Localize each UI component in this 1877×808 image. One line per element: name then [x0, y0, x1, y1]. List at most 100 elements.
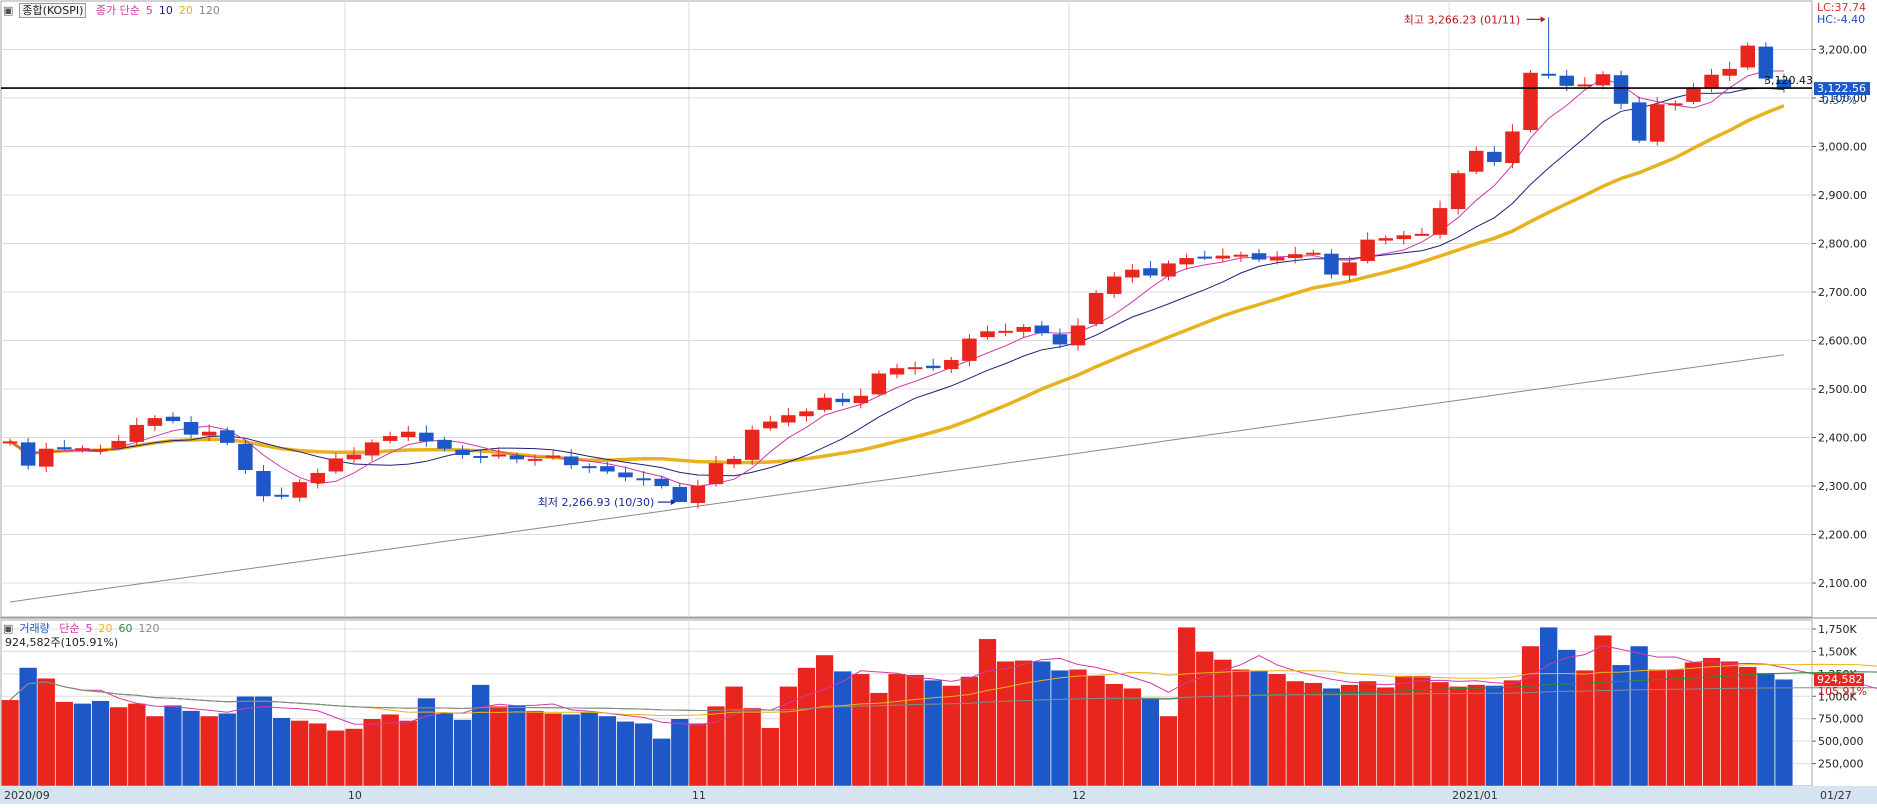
candle-body[interactable] — [1143, 268, 1158, 276]
candle-body[interactable] — [364, 442, 380, 456]
volume-bar[interactable] — [435, 713, 454, 787]
candle-body[interactable] — [401, 431, 416, 438]
volume-bar[interactable] — [960, 676, 979, 787]
candle-body[interactable] — [1016, 326, 1031, 332]
volume-bar[interactable] — [869, 692, 888, 787]
volume-bar[interactable] — [797, 667, 816, 787]
volume-bar[interactable] — [91, 700, 110, 787]
candle-body[interactable] — [763, 421, 778, 429]
volume-bar[interactable] — [1611, 664, 1631, 787]
candle-body[interactable] — [509, 455, 525, 460]
volume-bar[interactable] — [1575, 670, 1594, 787]
volume-bar[interactable] — [417, 697, 436, 787]
volume-bar[interactable] — [1630, 645, 1649, 787]
volume-bar[interactable] — [73, 703, 92, 787]
candle-body[interactable] — [817, 397, 832, 410]
volume-bar[interactable] — [1394, 675, 1413, 787]
candle-body[interactable] — [654, 478, 669, 487]
candle-body[interactable] — [1125, 269, 1140, 278]
candle-body[interactable] — [600, 466, 615, 472]
candle-body[interactable] — [636, 478, 651, 481]
candle-body[interactable] — [781, 415, 796, 423]
volume-bar[interactable] — [1249, 670, 1269, 787]
volume-bar[interactable] — [1105, 683, 1124, 787]
candle-body[interactable] — [1088, 292, 1104, 325]
volume-bar[interactable] — [851, 673, 870, 787]
candle-body[interactable] — [1034, 325, 1050, 334]
volume-bar[interactable] — [616, 721, 635, 787]
candle-body[interactable] — [998, 330, 1013, 333]
candle-body[interactable] — [1505, 131, 1520, 164]
volume-bar[interactable] — [978, 638, 997, 787]
volume-bar[interactable] — [1467, 684, 1486, 787]
volume-bar[interactable] — [1286, 680, 1305, 787]
candle-body[interactable] — [256, 471, 271, 497]
volume-bar[interactable] — [725, 686, 744, 787]
candle-body[interactable] — [1414, 233, 1430, 236]
volume-bar[interactable] — [272, 717, 291, 787]
candle-body[interactable] — [1161, 263, 1176, 277]
legend-ma10[interactable]: 10 — [158, 4, 173, 17]
legend-marker[interactable]: ▣ — [3, 4, 14, 17]
volume-bar[interactable] — [544, 713, 563, 787]
volume-bar[interactable] — [1557, 649, 1576, 787]
candle-body[interactable] — [708, 463, 724, 485]
volume-bar[interactable] — [996, 661, 1015, 787]
volume-bar[interactable] — [1684, 661, 1703, 787]
candle-body[interactable] — [147, 418, 163, 426]
volume-bar[interactable] — [1032, 661, 1051, 787]
candle-body[interactable] — [1052, 334, 1068, 345]
legend-ma120[interactable]: 120 — [198, 4, 220, 17]
candle-body[interactable] — [220, 430, 235, 443]
volume-bar[interactable] — [924, 679, 943, 787]
volume-bar[interactable] — [1376, 687, 1395, 787]
volume-bar[interactable] — [236, 696, 255, 787]
volume-bar[interactable] — [1159, 715, 1178, 787]
volume-bar[interactable] — [670, 718, 689, 787]
volume-bar[interactable] — [688, 722, 707, 787]
candle-body[interactable] — [962, 338, 977, 361]
candle-body[interactable] — [907, 367, 923, 370]
volume-bar[interactable] — [507, 705, 526, 787]
volume-bar[interactable] — [1593, 635, 1613, 787]
volume-bar[interactable] — [326, 730, 345, 787]
volume-bar[interactable] — [308, 722, 327, 787]
candle-body[interactable] — [473, 455, 488, 458]
candle-body[interactable] — [1215, 255, 1231, 259]
volume-bar[interactable] — [1014, 660, 1033, 787]
volume-bar[interactable] — [833, 670, 852, 787]
candle-body[interactable] — [328, 458, 344, 472]
volume-bar[interactable] — [1756, 672, 1775, 787]
symbol-name[interactable]: 종합(KOSPI) — [19, 3, 87, 18]
candle-body[interactable] — [799, 411, 814, 417]
candle-body[interactable] — [455, 449, 470, 455]
candle-body[interactable] — [419, 432, 434, 442]
candle-body[interactable] — [1740, 45, 1755, 68]
candle-body[interactable] — [1595, 74, 1611, 86]
volume-bar[interactable] — [1666, 669, 1685, 787]
candle-body[interactable] — [889, 368, 905, 375]
candle-body[interactable] — [690, 485, 706, 504]
volume-bar[interactable] — [1231, 669, 1250, 787]
volume-bar[interactable] — [1449, 686, 1468, 787]
candle-body[interactable] — [1378, 238, 1393, 241]
volume-bar[interactable] — [1068, 669, 1088, 787]
candle-body[interactable] — [1432, 208, 1448, 235]
volume-bar[interactable] — [381, 714, 400, 787]
candle-body[interactable] — [563, 456, 579, 466]
vol-legend-ma5[interactable]: 5 — [85, 622, 93, 635]
volume-bar[interactable] — [1340, 684, 1359, 787]
candle-body[interactable] — [1668, 103, 1683, 106]
candle-body[interactable] — [527, 458, 543, 461]
volume-bar[interactable] — [815, 654, 834, 787]
candle-body[interactable] — [1450, 173, 1466, 210]
candle-body[interactable] — [1342, 262, 1357, 276]
volume-bar[interactable] — [1358, 680, 1377, 787]
volume-bar[interactable] — [634, 722, 653, 787]
candle-body[interactable] — [944, 359, 959, 370]
candle-body[interactable] — [129, 424, 144, 442]
volume-bar[interactable] — [181, 710, 201, 787]
candle-body[interactable] — [1758, 46, 1774, 79]
